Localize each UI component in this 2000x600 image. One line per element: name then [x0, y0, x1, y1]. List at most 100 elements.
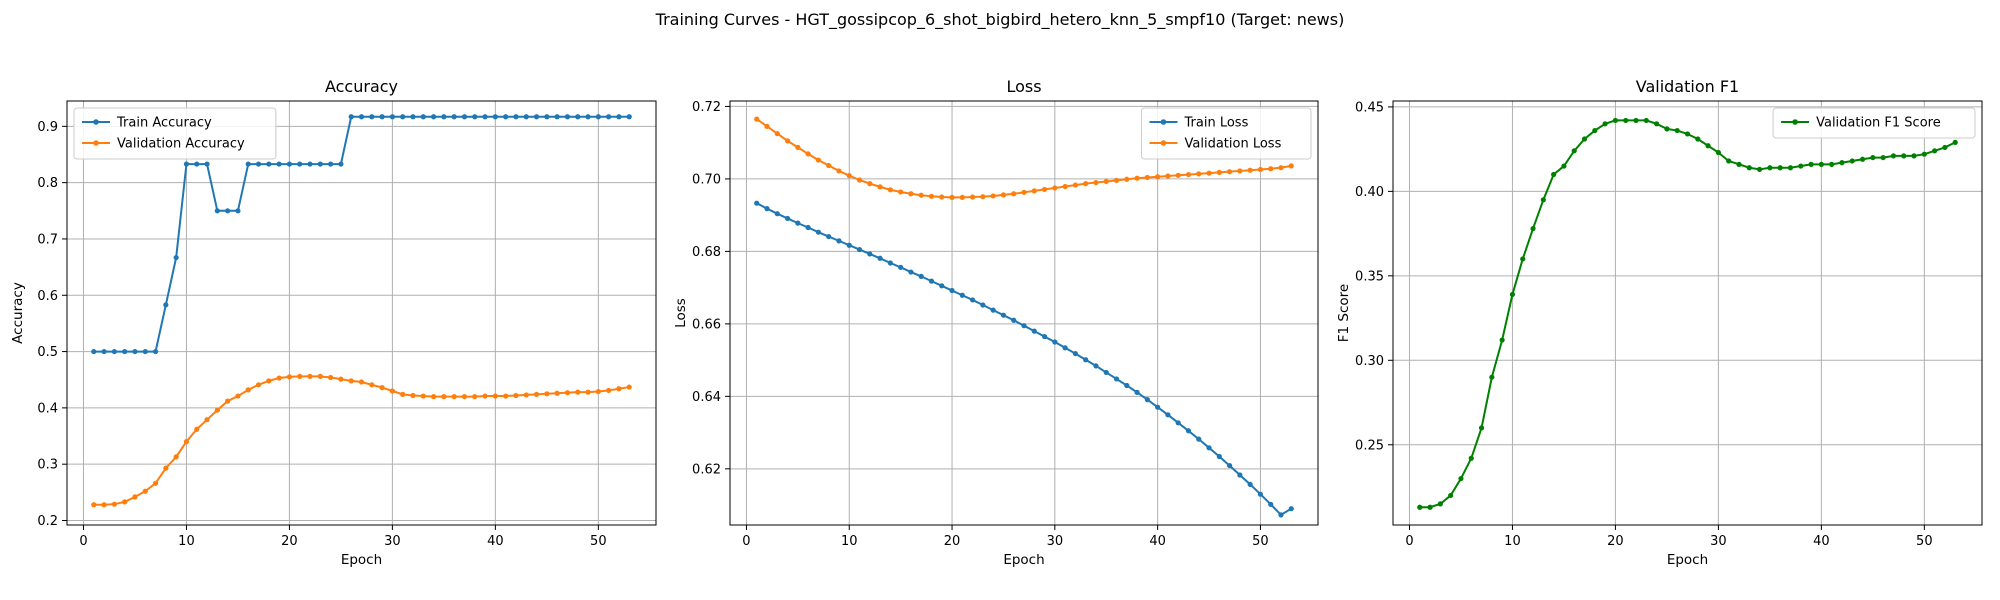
loss-series-0-point — [1103, 369, 1109, 376]
accuracy-panel: 0 10 20 30 40 50 0.2 0.3 0.4 0.5 0.6 0.7 0.8 0.9 Accur… — [10, 77, 657, 568]
accuracy-panel-title: Accuracy — [325, 77, 398, 96]
loss-series-0-point — [1288, 506, 1294, 512]
loss-series-1 — [754, 116, 1294, 200]
accuracy-series-1-point — [132, 494, 138, 500]
accuracy-series-1-point — [91, 502, 97, 508]
loss-series-0-point — [795, 220, 801, 226]
f1-series-0-point — [1839, 160, 1845, 166]
accuracy-series-1-point — [379, 385, 385, 391]
loss-series-1-point — [1165, 173, 1171, 179]
loss-series-0-point — [1226, 462, 1233, 469]
loss-series-1-point — [856, 177, 863, 183]
accuracy-series-1-point — [430, 394, 437, 400]
loss-series-1-point — [887, 187, 893, 193]
accuracy-series-1-point — [554, 390, 560, 396]
loss-legend: Train Loss Validation Loss — [1141, 107, 1312, 160]
accuracy-series-1-point — [286, 374, 293, 380]
accuracy-series-0-point — [606, 114, 612, 120]
f1-legend-label-0: Validation F1 Score — [1816, 116, 1941, 131]
accuracy-series-1 — [91, 373, 632, 508]
loss-series-1-point — [877, 184, 883, 190]
loss-ytick-label: 0.68 — [692, 245, 721, 260]
loss-ytick-label: 0.62 — [692, 462, 721, 477]
accuracy-series-1-point — [472, 394, 478, 400]
accuracy-series-0-point — [276, 161, 282, 167]
loss-series-0-point — [1093, 363, 1099, 369]
loss-series-0-point — [1000, 312, 1007, 318]
loss-series-1-point — [1000, 192, 1007, 198]
loss-series-1-point — [1196, 171, 1202, 177]
loss-xtick-label: 10 — [841, 534, 858, 549]
accuracy-axes-frame — [66, 100, 657, 526]
f1-legend-box — [1772, 107, 1976, 139]
accuracy-series-1-point — [585, 389, 591, 395]
f1-series-0-point — [1705, 143, 1711, 149]
accuracy-series-1-point — [606, 387, 612, 394]
accuracy-series-1-point — [328, 374, 334, 381]
f1-panel-title: Validation F1 — [1636, 77, 1739, 96]
f1-series-0-point — [1684, 131, 1691, 137]
accuracy-series-1-line — [93, 375, 630, 506]
accuracy-series-0-point — [585, 114, 591, 120]
accuracy-series-0-point — [595, 114, 601, 120]
f1-series-0-point — [1798, 163, 1804, 169]
f1-series-0-point — [1911, 153, 1917, 159]
accuracy-series-0-point — [194, 161, 200, 167]
accuracy-xtick-label: 10 — [178, 534, 195, 549]
f1-series-0-point — [1932, 148, 1938, 154]
loss-series-0-point — [774, 211, 780, 217]
loss-y-axis-label: Loss — [673, 298, 689, 328]
f1-ytick-label: 0.45 — [1355, 100, 1384, 115]
f1-series-0-point — [1643, 117, 1649, 124]
accuracy-series-1-point — [544, 391, 550, 397]
loss-series-0-point — [1134, 389, 1140, 395]
accuracy-series-1-point — [533, 391, 540, 397]
f1-series-0-point — [1417, 504, 1423, 510]
f1-series-0-point — [1437, 501, 1443, 507]
loss-series-0-point — [856, 246, 863, 253]
loss-series-0-point — [867, 251, 873, 257]
loss-series-1-point — [980, 194, 986, 200]
f1-series-0-point — [1551, 171, 1557, 178]
f1-series-0-point — [1592, 127, 1598, 134]
loss-series-1-point — [1052, 185, 1058, 191]
accuracy-series-1-point — [111, 501, 117, 507]
loss-series-0-line — [756, 202, 1292, 517]
accuracy-series-0-point — [328, 161, 334, 167]
accuracy-series-1-point — [595, 388, 601, 395]
loss-legend-label-1: Validation Loss — [1185, 137, 1282, 152]
loss-series-0-point — [1185, 428, 1192, 434]
loss-series-1-point — [1175, 172, 1181, 178]
accuracy-legend: Train Accuracy Validation Accuracy — [73, 107, 277, 160]
f1-series-0-point — [1756, 166, 1763, 173]
accuracy-series-0-point — [389, 114, 395, 120]
accuracy-series-0-point — [163, 302, 169, 308]
f1-legend: Validation F1 Score — [1772, 107, 1976, 139]
loss-ytick-label: 0.72 — [692, 100, 721, 115]
accuracy-series-1-point — [245, 387, 251, 393]
accuracy-series-0-point — [255, 161, 262, 167]
accuracy-series-1-point — [503, 393, 509, 399]
loss-series-0-point — [1113, 376, 1120, 382]
loss-series-1-point — [1155, 174, 1161, 180]
loss-series-1-point — [939, 194, 945, 200]
accuracy-x-axis-label: Epoch — [341, 552, 382, 568]
loss-series-1-point — [1268, 166, 1274, 172]
loss-series-1-point — [815, 157, 822, 163]
accuracy-series-0-point — [441, 114, 447, 120]
loss-series-1-point — [1144, 174, 1150, 181]
accuracy-series-0-point — [348, 114, 354, 120]
accuracy-series-1-point — [266, 378, 272, 384]
loss-series-0-point — [764, 206, 770, 212]
f1-series-0 — [1417, 117, 1958, 510]
f1-series-0-point — [1468, 455, 1474, 461]
accuracy-series-0-point — [225, 208, 231, 214]
f1-series-0-point — [1726, 158, 1732, 164]
f1-series-0-point — [1746, 165, 1752, 171]
f1-xtick-label: 10 — [1504, 534, 1521, 549]
f1-series-0-point — [1829, 161, 1835, 167]
loss-series-1-point — [1278, 165, 1284, 171]
loss-series-0-point — [1062, 345, 1068, 351]
loss-series-0-point — [805, 224, 811, 231]
